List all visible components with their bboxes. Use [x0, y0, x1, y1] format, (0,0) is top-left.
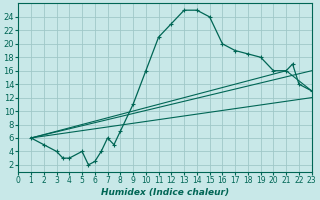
X-axis label: Humidex (Indice chaleur): Humidex (Indice chaleur) [101, 188, 229, 197]
